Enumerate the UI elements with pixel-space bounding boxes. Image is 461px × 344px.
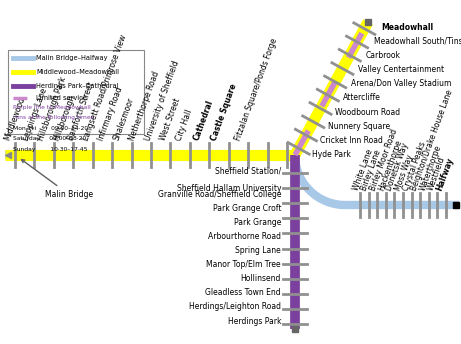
Text: Birley Lane: Birley Lane bbox=[360, 149, 383, 192]
Text: Crystal Peaks: Crystal Peaks bbox=[402, 140, 427, 192]
Text: Meadowhall South/Tinsley: Meadowhall South/Tinsley bbox=[374, 37, 461, 46]
Text: Langsett Road/Primrose View: Langsett Road/Primrose View bbox=[82, 33, 129, 142]
Text: Carbrook: Carbrook bbox=[366, 51, 401, 60]
Text: Limited service: Limited service bbox=[36, 95, 87, 101]
Text: Nunnery Square: Nunnery Square bbox=[328, 121, 390, 130]
Text: Malin Bridge–Halfway: Malin Bridge–Halfway bbox=[36, 55, 108, 62]
Text: Fitzalan Square/Ponds Forge: Fitzalan Square/Ponds Forge bbox=[234, 37, 279, 142]
Text: Hyde Park: Hyde Park bbox=[312, 150, 351, 159]
Text: Herdings/Leighton Road: Herdings/Leighton Road bbox=[189, 302, 281, 311]
Text: University of Sheffield: University of Sheffield bbox=[144, 59, 181, 142]
Text: Middlewood–Meadowhall: Middlewood–Meadowhall bbox=[36, 69, 119, 75]
Text: Hollinsend: Hollinsend bbox=[241, 274, 281, 283]
Text: Manor Top/Elm Tree: Manor Top/Elm Tree bbox=[207, 260, 281, 269]
Text: Infirmary Road: Infirmary Road bbox=[97, 86, 124, 142]
Text: Spring Lane: Spring Lane bbox=[235, 246, 281, 255]
Text: Hillsborough: Hillsborough bbox=[52, 94, 77, 142]
Text: Herdings Park–Cathedral: Herdings Park–Cathedral bbox=[36, 83, 119, 89]
Text: Mon–Fri        09·00–14·20: Mon–Fri 09·00–14·20 bbox=[13, 126, 89, 131]
Text: Park Grange Croft: Park Grange Croft bbox=[213, 204, 281, 213]
Text: Bamforth Street: Bamforth Street bbox=[66, 81, 96, 142]
Text: Waterthorpe: Waterthorpe bbox=[418, 144, 443, 192]
Text: Donetsk Way: Donetsk Way bbox=[385, 142, 410, 192]
Text: Castle Square: Castle Square bbox=[209, 83, 238, 142]
Text: Malin Bridge: Malin Bridge bbox=[22, 160, 93, 199]
Text: Middlewood: Middlewood bbox=[3, 96, 27, 142]
Text: Birley Moor Road: Birley Moor Road bbox=[368, 128, 399, 192]
Text: Hillsborough Park: Hillsborough Park bbox=[37, 75, 68, 142]
Text: Woodbourn Road: Woodbourn Road bbox=[335, 108, 401, 117]
Text: Cathedral: Cathedral bbox=[192, 99, 215, 142]
Text: Valley Centertainment: Valley Centertainment bbox=[358, 65, 444, 74]
Text: City Hall: City Hall bbox=[175, 108, 194, 142]
Text: Purple line to Meadowhall: Purple line to Meadowhall bbox=[13, 105, 91, 110]
Text: Netherthorpe Road: Netherthorpe Road bbox=[128, 70, 161, 142]
Text: Saturday     09·00–18·20: Saturday 09·00–18·20 bbox=[13, 137, 87, 141]
Text: Sheffield Station/: Sheffield Station/ bbox=[215, 167, 281, 176]
Bar bbox=[8, 50, 144, 134]
Text: Sunday        10·30–17·45: Sunday 10·30–17·45 bbox=[13, 147, 88, 152]
Text: Meadowhall: Meadowhall bbox=[382, 23, 434, 32]
Text: Cricket Inn Road: Cricket Inn Road bbox=[320, 136, 383, 144]
Text: West Street: West Street bbox=[159, 97, 183, 142]
Text: runs at the following times: runs at the following times bbox=[13, 116, 94, 120]
Text: Granville Road/Sheffield College: Granville Road/Sheffield College bbox=[158, 190, 281, 198]
Text: Gleadless Town End: Gleadless Town End bbox=[205, 288, 281, 297]
Text: Herdings Park: Herdings Park bbox=[227, 316, 281, 325]
Text: Shalesmoor: Shalesmoor bbox=[112, 97, 136, 142]
Text: Hackenthorpe: Hackenthorpe bbox=[377, 138, 403, 192]
Text: Park Grange: Park Grange bbox=[234, 218, 281, 227]
Text: Halfway: Halfway bbox=[435, 156, 455, 192]
Text: Moss Way: Moss Way bbox=[393, 153, 414, 192]
Text: Sheffield Hallam University: Sheffield Hallam University bbox=[177, 184, 281, 193]
Text: Arbourthorne Road: Arbourthorne Road bbox=[208, 232, 281, 241]
Text: Arena/Don Valley Stadium: Arena/Don Valley Stadium bbox=[351, 79, 451, 88]
Text: Attercliffe: Attercliffe bbox=[343, 94, 381, 103]
Text: Beighton/Drake House Lane: Beighton/Drake House Lane bbox=[410, 88, 455, 192]
Text: Westfield: Westfield bbox=[426, 155, 447, 192]
Text: Leppings Lane: Leppings Lane bbox=[22, 87, 49, 142]
Text: White Lane: White Lane bbox=[352, 148, 375, 192]
